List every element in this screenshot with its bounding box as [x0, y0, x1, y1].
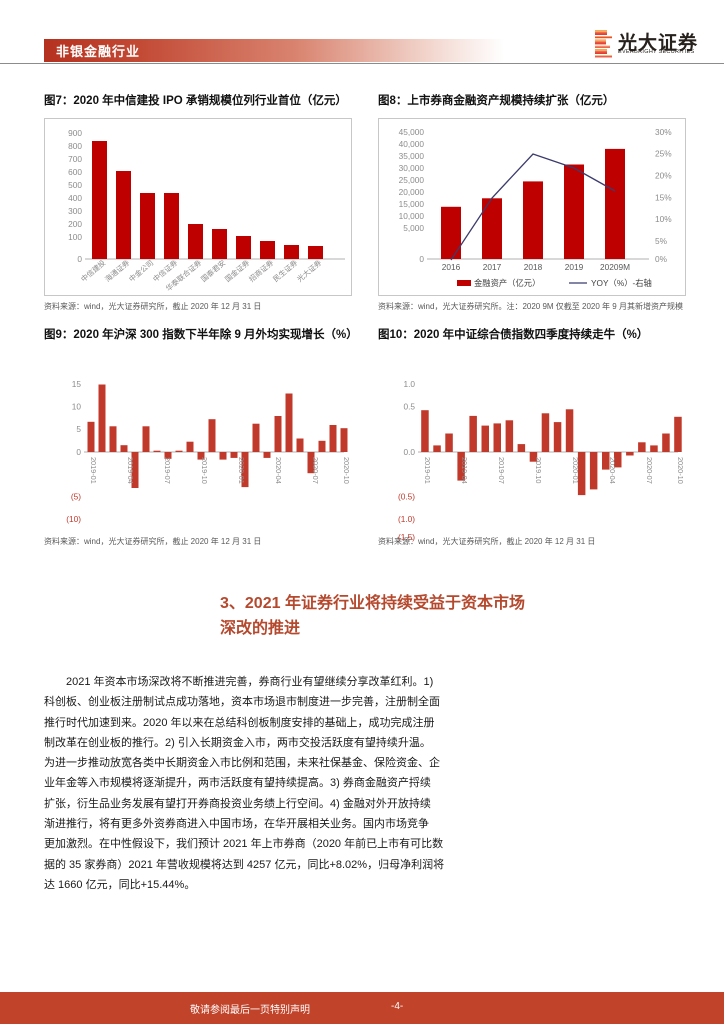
- svg-text:30,000: 30,000: [399, 163, 425, 173]
- svg-text:25,000: 25,000: [399, 175, 425, 185]
- svg-text:中信建投: 中信建投: [79, 258, 107, 284]
- svg-text:国泰君安: 国泰君安: [199, 258, 227, 284]
- svg-text:0%: 0%: [655, 254, 668, 264]
- svg-text:金融资产（亿元）: 金融资产（亿元）: [474, 278, 540, 288]
- svg-text:1.0: 1.0: [403, 379, 415, 389]
- svg-text:YOY（%）-右轴: YOY（%）-右轴: [591, 278, 652, 288]
- svg-text:2020-10: 2020-10: [342, 457, 351, 484]
- svg-text:2017: 2017: [483, 262, 502, 272]
- svg-text:2020-07: 2020-07: [311, 457, 320, 484]
- svg-text:600: 600: [68, 167, 82, 177]
- svg-text:2020-01: 2020-01: [237, 457, 246, 484]
- svg-text:0: 0: [419, 254, 424, 264]
- svg-text:2016: 2016: [442, 262, 461, 272]
- svg-text:2019-07: 2019-07: [163, 457, 172, 484]
- svg-text:(10): (10): [66, 514, 81, 524]
- svg-text:(0.5): (0.5): [398, 492, 415, 502]
- svg-text:20,000: 20,000: [399, 187, 425, 197]
- svg-text:(1.0): (1.0): [398, 514, 415, 524]
- svg-text:2019-04: 2019-04: [460, 457, 469, 484]
- svg-text:2020-04: 2020-04: [274, 457, 283, 484]
- svg-text:500: 500: [68, 180, 82, 190]
- svg-text:(5): (5): [71, 492, 81, 502]
- svg-text:5: 5: [76, 424, 81, 434]
- svg-text:民生证券: 民生证券: [271, 258, 300, 284]
- svg-text:200: 200: [68, 219, 82, 229]
- svg-text:2020-01: 2020-01: [571, 457, 580, 484]
- svg-text:10,000: 10,000: [399, 211, 425, 221]
- svg-text:10%: 10%: [655, 214, 672, 224]
- svg-text:国金证券: 国金证券: [223, 258, 252, 284]
- svg-text:15: 15: [72, 379, 82, 389]
- svg-text:100: 100: [68, 232, 82, 242]
- svg-text:15%: 15%: [655, 192, 672, 202]
- svg-text:0.0: 0.0: [403, 447, 415, 457]
- svg-text:40,000: 40,000: [399, 139, 425, 149]
- svg-text:2019.10: 2019.10: [534, 457, 543, 483]
- svg-text:2020-04: 2020-04: [608, 457, 617, 484]
- svg-text:900: 900: [68, 128, 82, 138]
- svg-text:2020-10: 2020-10: [676, 457, 685, 484]
- svg-text:2019-07: 2019-07: [497, 457, 506, 484]
- svg-text:2019-04: 2019-04: [126, 457, 135, 484]
- svg-text:海通证券: 海通证券: [103, 258, 132, 284]
- svg-text:25%: 25%: [655, 149, 672, 159]
- svg-text:0.5: 0.5: [403, 402, 415, 412]
- svg-text:20%: 20%: [655, 171, 672, 181]
- svg-text:20209M: 20209M: [600, 262, 630, 272]
- svg-text:35,000: 35,000: [399, 151, 425, 161]
- svg-text:2020-07: 2020-07: [645, 457, 654, 484]
- svg-text:15,000: 15,000: [399, 199, 425, 209]
- svg-text:5,000: 5,000: [403, 223, 424, 233]
- svg-text:中金公司: 中金公司: [127, 258, 155, 284]
- svg-text:2019-01: 2019-01: [423, 457, 432, 484]
- svg-text:300: 300: [68, 206, 82, 216]
- svg-text:招商证券: 招商证券: [247, 258, 276, 284]
- svg-text:0: 0: [77, 254, 82, 264]
- svg-text:10: 10: [72, 402, 82, 412]
- svg-text:2018: 2018: [524, 262, 543, 272]
- svg-text:800: 800: [68, 141, 82, 151]
- svg-text:2019-01: 2019-01: [89, 457, 98, 484]
- svg-text:2019: 2019: [565, 262, 584, 272]
- svg-text:5%: 5%: [655, 236, 668, 246]
- svg-text:400: 400: [68, 193, 82, 203]
- svg-text:45,000: 45,000: [399, 127, 425, 137]
- svg-text:0: 0: [76, 447, 81, 457]
- svg-text:700: 700: [68, 154, 82, 164]
- svg-text:2019-10: 2019-10: [200, 457, 209, 484]
- svg-text:30%: 30%: [655, 127, 672, 137]
- svg-text:光大证券: 光大证券: [295, 258, 324, 284]
